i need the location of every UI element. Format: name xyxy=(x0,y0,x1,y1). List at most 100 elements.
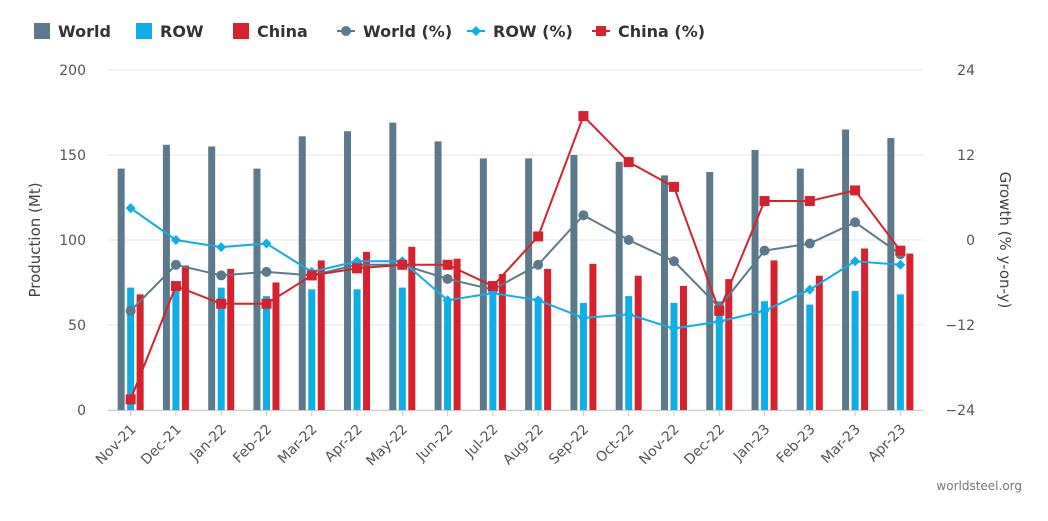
legend-item-china[interactable]: China xyxy=(233,22,308,41)
marker-world[interactable] xyxy=(850,217,861,228)
marker-world[interactable] xyxy=(668,256,679,267)
line-row[interactable] xyxy=(130,207,901,330)
bar-world[interactable] xyxy=(117,168,125,410)
bar-world[interactable] xyxy=(525,158,533,410)
bar-row[interactable] xyxy=(761,301,769,410)
bar-row[interactable] xyxy=(670,302,678,410)
bar-china[interactable] xyxy=(544,268,552,410)
marker-row[interactable] xyxy=(668,323,679,334)
bar-china[interactable] xyxy=(725,279,733,410)
marker-world[interactable] xyxy=(125,305,136,316)
bar-world[interactable] xyxy=(479,158,487,410)
marker-row[interactable] xyxy=(125,203,136,214)
marker-world[interactable] xyxy=(533,259,544,270)
bar-row[interactable] xyxy=(851,291,859,410)
bar-china[interactable] xyxy=(679,285,687,410)
marker-china[interactable] xyxy=(487,281,498,292)
bar-world[interactable] xyxy=(162,144,170,411)
marker-row[interactable] xyxy=(216,242,227,253)
marker-world[interactable] xyxy=(216,270,227,281)
bar-row[interactable] xyxy=(489,291,497,410)
marker-world[interactable] xyxy=(261,266,272,277)
bar-world[interactable] xyxy=(298,136,306,411)
marker-world[interactable] xyxy=(442,273,453,284)
marker-china[interactable] xyxy=(714,305,725,316)
bar-row[interactable] xyxy=(579,302,587,410)
marker-china[interactable] xyxy=(668,181,679,192)
bar-world[interactable] xyxy=(208,146,216,411)
bar-row[interactable] xyxy=(353,289,361,410)
bar-china[interactable] xyxy=(272,282,280,411)
line-world[interactable] xyxy=(129,213,901,312)
bar-row[interactable] xyxy=(534,297,542,410)
bar-china[interactable] xyxy=(181,265,189,411)
bar-row[interactable] xyxy=(444,299,452,411)
bar-china[interactable] xyxy=(453,258,461,410)
bar-world[interactable] xyxy=(842,129,850,411)
marker-china[interactable] xyxy=(125,394,136,405)
marker-row[interactable] xyxy=(170,235,181,245)
bar-world[interactable] xyxy=(796,168,804,410)
bar-china[interactable] xyxy=(363,251,371,410)
legend-item-row[interactable]: ROW (%) xyxy=(467,22,573,41)
bar-china[interactable] xyxy=(408,246,416,410)
bar-world[interactable] xyxy=(751,149,759,410)
bar-china[interactable] xyxy=(589,263,597,410)
marker-row[interactable] xyxy=(442,295,453,306)
legend[interactable]: World ROW China World (%) ROW (%) China (%) xyxy=(34,22,705,41)
legend-item-china[interactable]: China (%) xyxy=(592,22,705,41)
marker-china[interactable] xyxy=(759,196,770,207)
marker-china[interactable] xyxy=(306,270,317,281)
bar-china[interactable] xyxy=(317,260,325,410)
marker-row[interactable] xyxy=(261,238,272,249)
bar-row[interactable] xyxy=(398,287,406,410)
marker-china[interactable] xyxy=(216,298,227,309)
bar-row[interactable] xyxy=(896,294,904,410)
bar-row[interactable] xyxy=(715,301,723,410)
bar-world[interactable] xyxy=(887,138,895,410)
bar-row[interactable] xyxy=(127,287,135,410)
marker-china[interactable] xyxy=(533,231,544,242)
bar-china[interactable] xyxy=(227,268,235,410)
bar-world[interactable] xyxy=(570,155,578,410)
bar-row[interactable] xyxy=(262,296,270,410)
marker-china[interactable] xyxy=(261,298,272,309)
marker-row[interactable] xyxy=(804,284,815,295)
marker-row[interactable] xyxy=(714,316,725,327)
bar-china[interactable] xyxy=(906,253,914,410)
bar-row[interactable] xyxy=(172,291,180,410)
marker-china[interactable] xyxy=(850,185,861,196)
marker-row[interactable] xyxy=(578,312,589,323)
bar-row[interactable] xyxy=(308,289,316,410)
marker-row[interactable] xyxy=(850,256,861,267)
bar-row[interactable] xyxy=(217,287,225,410)
marker-world[interactable] xyxy=(623,235,634,245)
bar-world[interactable] xyxy=(660,175,668,410)
marker-china[interactable] xyxy=(352,263,363,274)
marker-world[interactable] xyxy=(759,245,770,256)
bar-china[interactable] xyxy=(861,248,869,411)
bar-world[interactable] xyxy=(706,172,714,410)
bar-china[interactable] xyxy=(634,275,642,410)
bar-world[interactable] xyxy=(253,168,261,410)
marker-china[interactable] xyxy=(578,111,589,122)
bar-row[interactable] xyxy=(806,304,814,410)
bar-china[interactable] xyxy=(136,294,144,410)
bar-china[interactable] xyxy=(770,260,778,410)
line-china[interactable] xyxy=(129,114,902,400)
marker-row[interactable] xyxy=(759,305,770,316)
marker-china[interactable] xyxy=(170,281,181,292)
marker-china[interactable] xyxy=(804,196,815,207)
legend-item-world[interactable]: World xyxy=(34,22,111,41)
legend-item-world[interactable]: World (%) xyxy=(337,22,452,41)
marker-row[interactable] xyxy=(533,295,544,306)
marker-world[interactable] xyxy=(804,238,815,249)
credit-text[interactable]: worldsteel.org xyxy=(936,479,1022,493)
bar-world[interactable] xyxy=(615,161,623,410)
marker-world[interactable] xyxy=(578,210,589,221)
marker-row[interactable] xyxy=(623,309,634,320)
marker-china[interactable] xyxy=(397,259,408,270)
marker-world[interactable] xyxy=(170,259,181,270)
marker-row[interactable] xyxy=(895,259,906,270)
marker-china[interactable] xyxy=(895,245,906,256)
